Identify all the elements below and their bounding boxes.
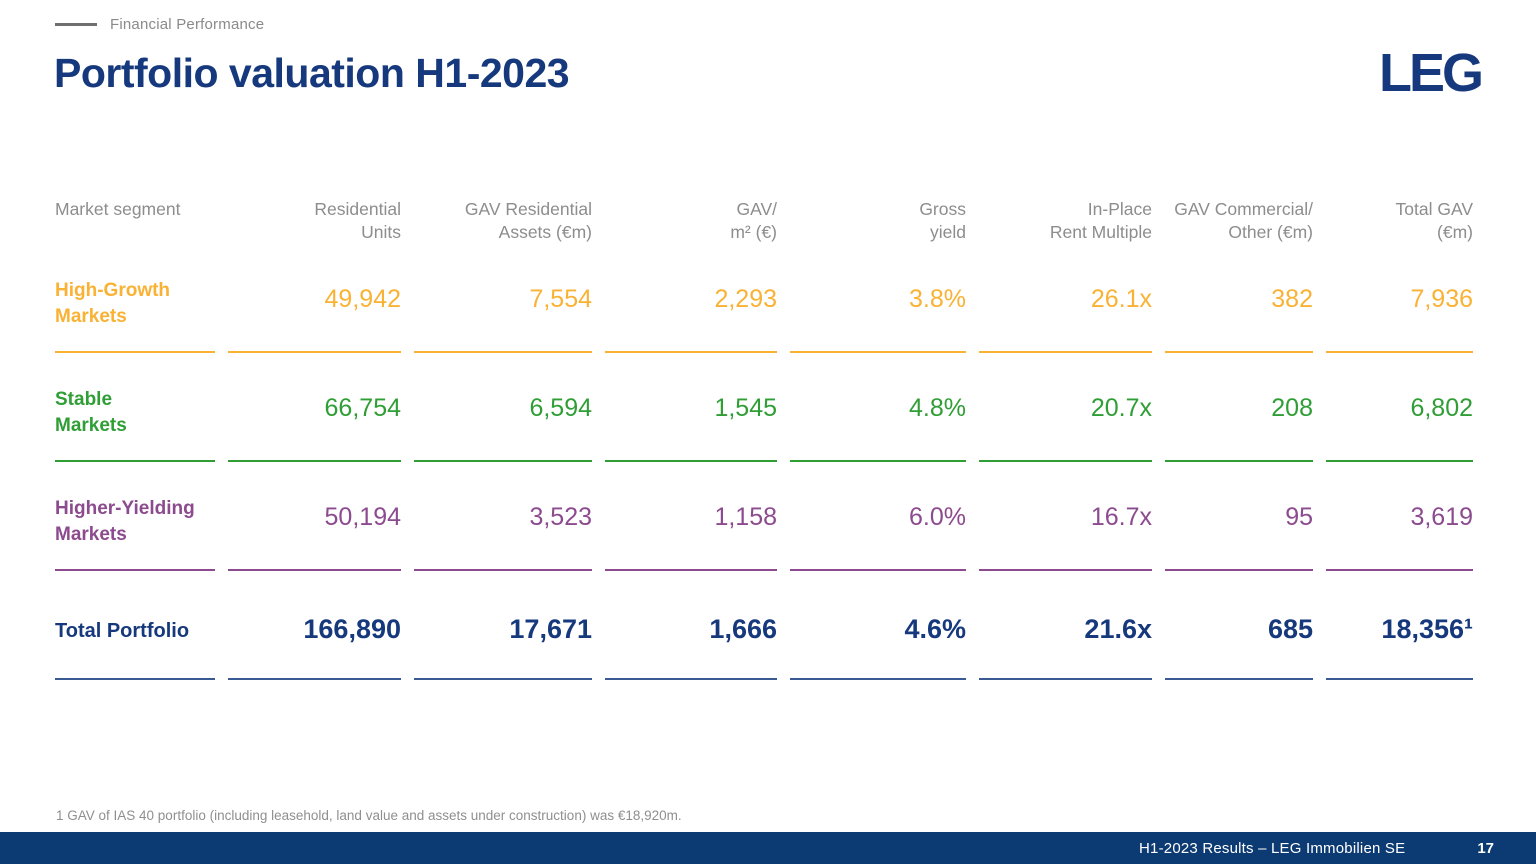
eyebrow-label: Financial Performance (110, 16, 265, 33)
cell-gross-yield: 4.8% (790, 387, 966, 462)
cell-residential-units: 49,942 (228, 278, 401, 353)
cell-gav-residential: 6,594 (414, 387, 592, 462)
cell-gav-sqm: 1,666 (605, 605, 777, 680)
table-row-total: Total Portfolio 166,890 17,671 1,666 4.6… (55, 605, 1482, 680)
col-header-residential-units: Residential Units (314, 199, 401, 242)
cell-rent-multiple: 20.7x (979, 387, 1152, 462)
cell-gav-residential: 3,523 (414, 496, 592, 571)
cell-total-gav: 6,802 (1326, 387, 1473, 462)
col-header-gav-residential: GAV Residential Assets (€m) (464, 199, 592, 242)
cell-gross-yield: 6.0% (790, 496, 966, 571)
footer-title: H1-2023 Results – LEG Immobilien SE (1139, 839, 1406, 857)
cell-gav-sqm: 1,545 (605, 387, 777, 462)
page-number: 17 (1477, 839, 1494, 857)
table-header-row: Market segment Residential Units GAV Resi… (55, 198, 1482, 244)
table-row-stable: Stable Markets 66,754 6,594 1,545 4.8% 2… (55, 387, 1482, 462)
cell-gross-yield: 4.6% (790, 605, 966, 680)
cell-gav-residential: 17,671 (414, 605, 592, 680)
cell-rent-multiple: 26.1x (979, 278, 1152, 353)
cell-gav-commercial: 95 (1165, 496, 1313, 571)
eyebrow-dash-icon (55, 23, 97, 26)
cell-residential-units: 66,754 (228, 387, 401, 462)
col-header-gav-commercial: GAV Commercial/Other (€m) (1174, 199, 1313, 242)
cell-gav-commercial: 382 (1165, 278, 1313, 353)
portfolio-table: Market segment Residential Units GAV Resi… (55, 198, 1482, 680)
col-header-total-gav: Total GAV (€m) (1395, 199, 1474, 242)
col-header-in-place-rent-multiple: In-Place Rent Multiple (1049, 199, 1152, 242)
row-label: Higher-Yielding Markets (55, 496, 215, 571)
col-header-gross-yield: Gross yield (919, 199, 966, 242)
cell-rent-multiple: 16.7x (979, 496, 1152, 571)
cell-total-gav: 18,356¹ (1326, 605, 1473, 680)
footnote: 1 GAV of IAS 40 portfolio (including lea… (56, 808, 682, 823)
table-row-higher-yielding: Higher-Yielding Markets 50,194 3,523 1,1… (55, 496, 1482, 571)
cell-gav-commercial: 685 (1165, 605, 1313, 680)
cell-residential-units: 166,890 (228, 605, 401, 680)
row-label: High-Growth Markets (55, 278, 215, 353)
footer-bar: H1-2023 Results – LEG Immobilien SE 17 (0, 832, 1536, 864)
page-title: Portfolio valuation H1-2023 (54, 50, 570, 96)
col-header-gav-sqm: GAV/m² (€) (730, 199, 777, 242)
cell-residential-units: 50,194 (228, 496, 401, 571)
section-eyebrow: Financial Performance (55, 16, 264, 33)
cell-total-gav: 3,619 (1326, 496, 1473, 571)
cell-gav-residential: 7,554 (414, 278, 592, 353)
row-label: Total Portfolio (55, 605, 215, 680)
cell-gav-sqm: 1,158 (605, 496, 777, 571)
leg-logo: LEG (1378, 43, 1484, 103)
cell-total-gav: 7,936 (1326, 278, 1473, 353)
row-label: Stable Markets (55, 387, 215, 462)
table-row-high-growth: High-Growth Markets 49,942 7,554 2,293 3… (55, 278, 1482, 353)
cell-gav-commercial: 208 (1165, 387, 1313, 462)
cell-rent-multiple: 21.6x (979, 605, 1152, 680)
cell-gross-yield: 3.8% (790, 278, 966, 353)
col-header-market-segment: Market segment (55, 199, 181, 219)
cell-gav-sqm: 2,293 (605, 278, 777, 353)
